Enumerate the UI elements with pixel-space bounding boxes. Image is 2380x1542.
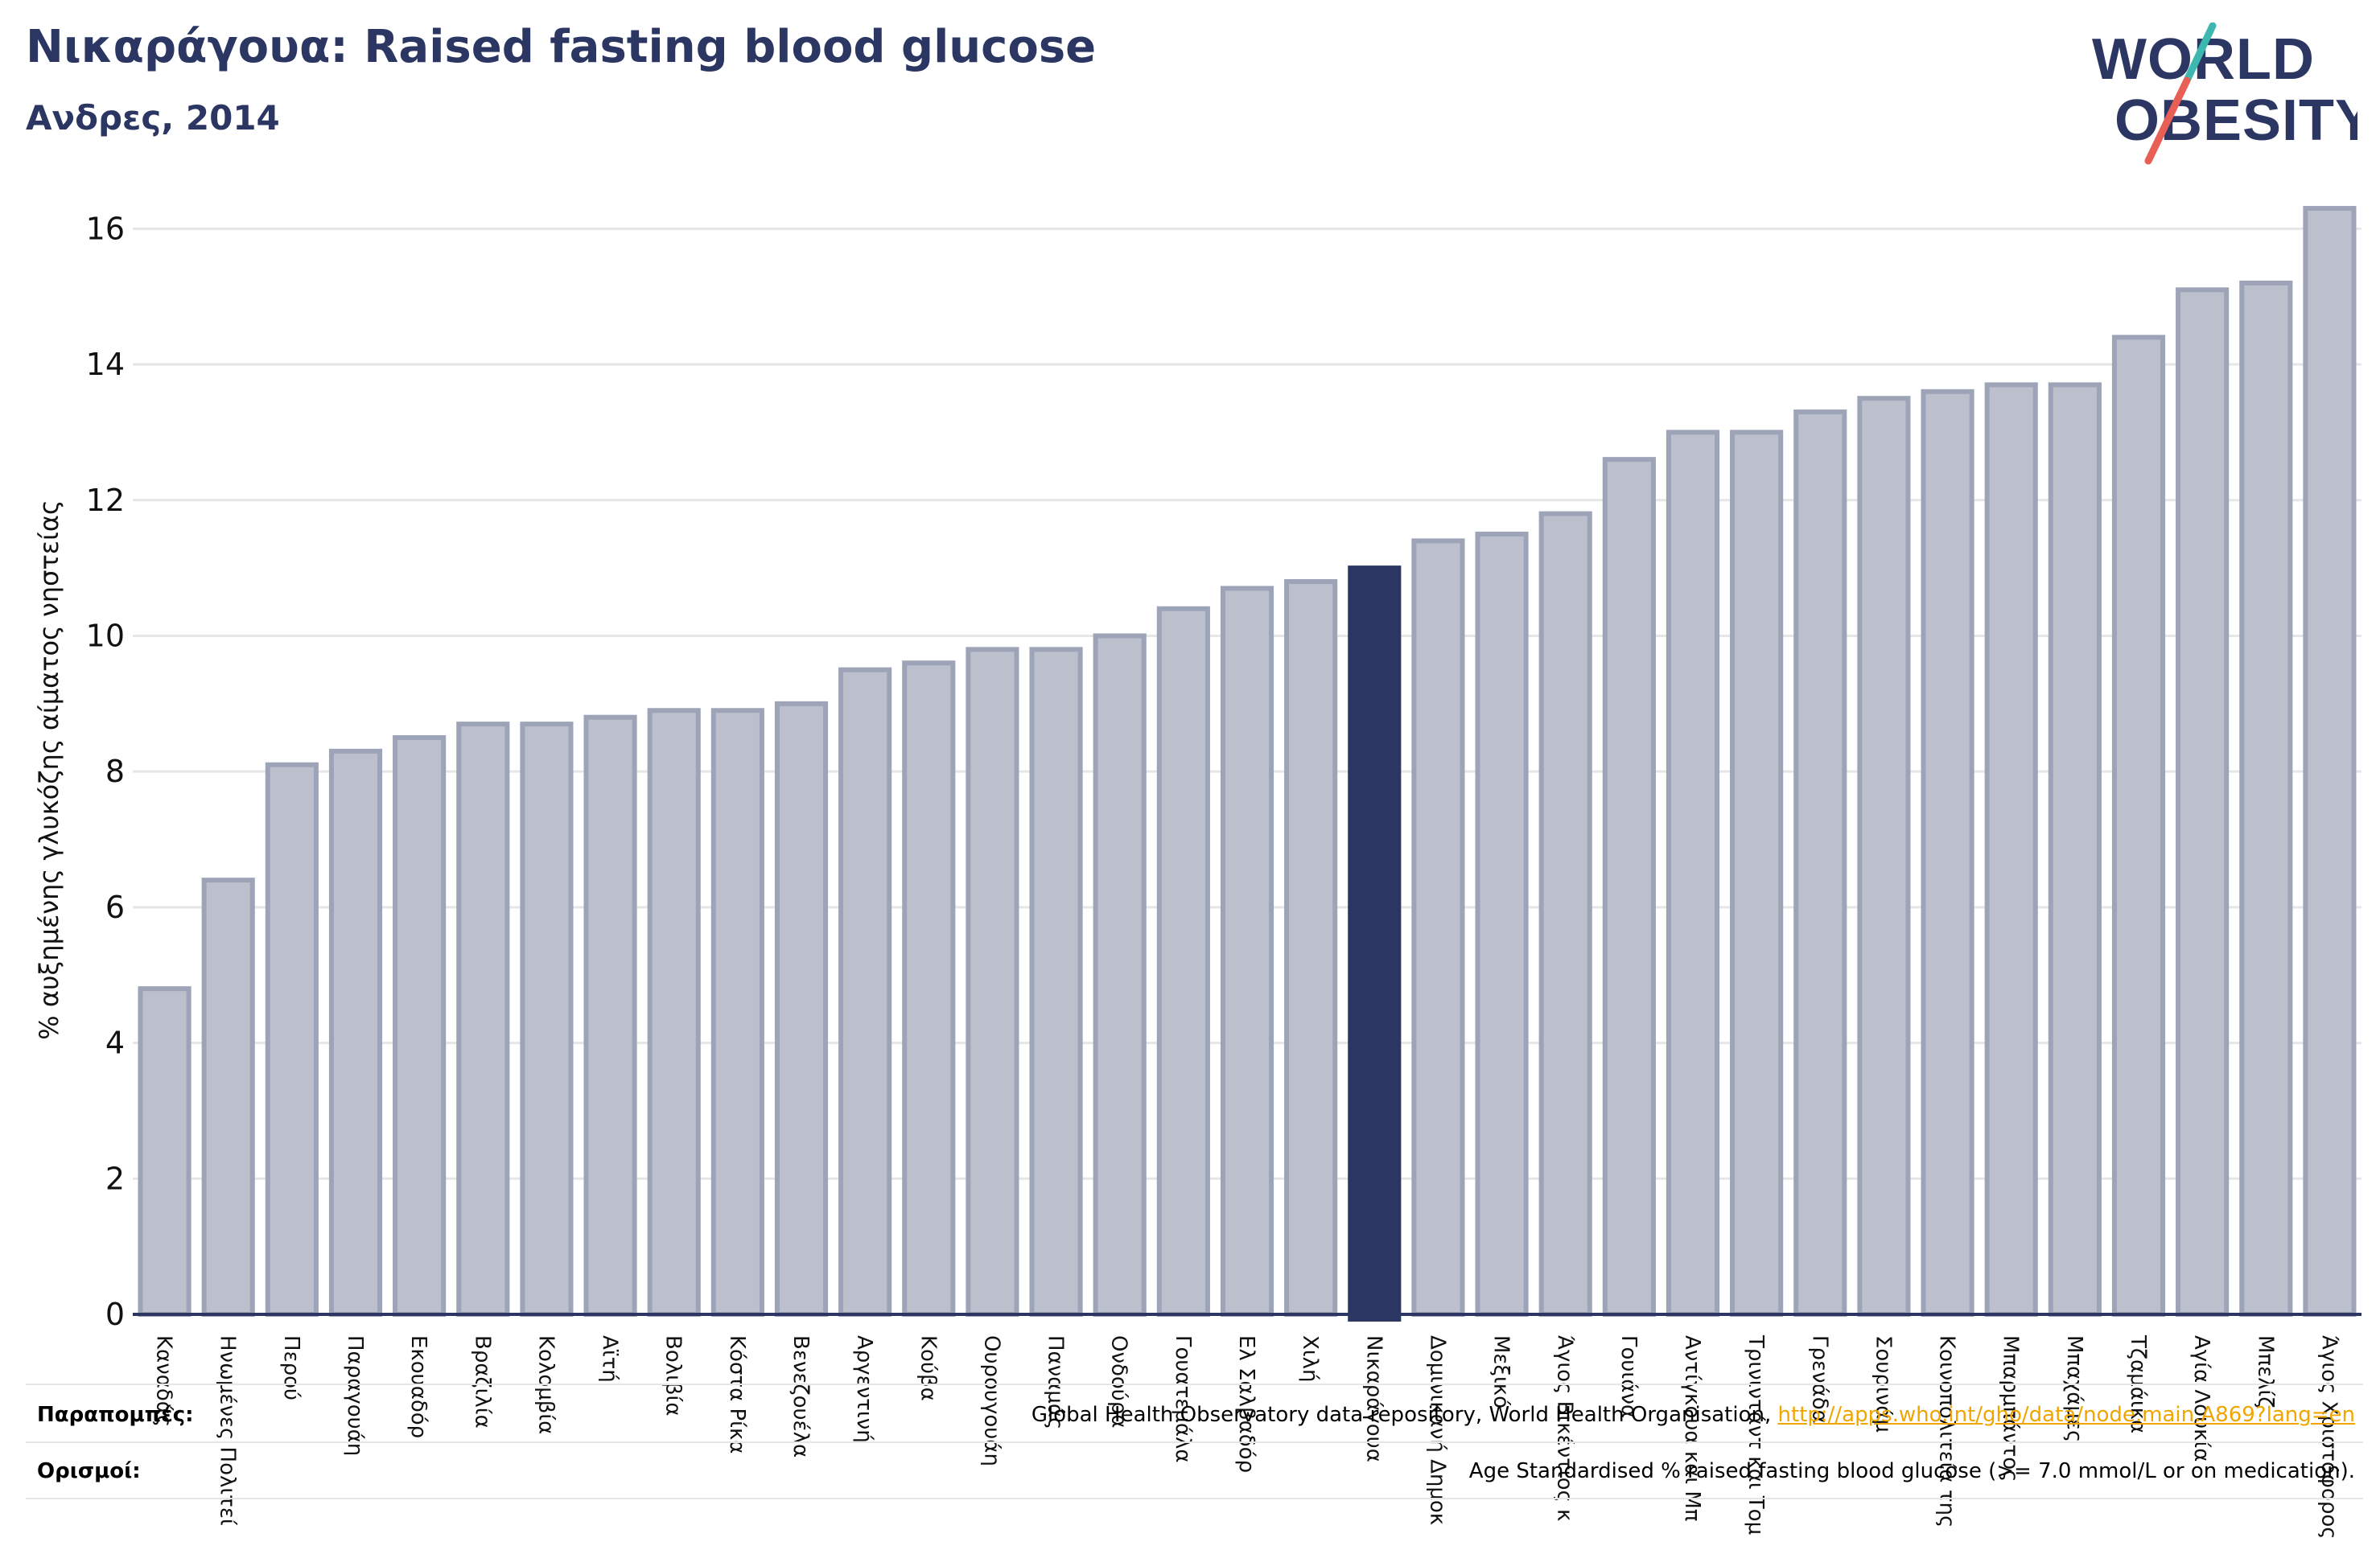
x-tick-label: Κούβα bbox=[916, 1335, 940, 1401]
footer-middle-rule bbox=[26, 1441, 2363, 1443]
x-tick-label: Παναμάς bbox=[1044, 1335, 1068, 1429]
bar bbox=[456, 722, 510, 1317]
bar bbox=[2176, 287, 2230, 1317]
y-tick-label: 16 bbox=[86, 211, 125, 246]
x-tick-label: Μπαρμπάντος bbox=[1999, 1335, 2023, 1482]
bar bbox=[328, 748, 383, 1317]
y-tick-label: 8 bbox=[105, 754, 125, 789]
x-tick-label: Μεξικό bbox=[1489, 1335, 1513, 1408]
x-tick-label: Δομινικανή Δημοκ bbox=[1425, 1335, 1449, 1525]
x-tick-label: Κοινοπολιτεία της bbox=[1935, 1335, 1959, 1528]
x-tick-label: Γουιάνα bbox=[1616, 1335, 1641, 1418]
bar bbox=[966, 647, 1019, 1317]
logo-slash-bottom bbox=[2144, 76, 2191, 165]
sources-description: Global Health Observatory data repositor… bbox=[1031, 1403, 1778, 1427]
bar bbox=[1793, 409, 1847, 1318]
world-obesity-logo: WORLD OBESITY bbox=[2092, 23, 2357, 165]
x-tick-label: Βολιβία bbox=[661, 1335, 686, 1416]
bar bbox=[2303, 206, 2357, 1317]
bar bbox=[520, 722, 574, 1317]
bar bbox=[1093, 633, 1147, 1317]
x-tick-label: Άγιος Χριστόφορος bbox=[2316, 1335, 2341, 1540]
x-tick-label: Γρενάδα bbox=[1807, 1335, 1831, 1424]
y-axis-label: % αυξημένης γλυκόζης αίματος νηστείας bbox=[34, 500, 64, 1039]
bar bbox=[647, 708, 701, 1317]
bar bbox=[1538, 511, 1592, 1317]
bar bbox=[774, 701, 829, 1317]
bar bbox=[1029, 647, 1083, 1317]
bar bbox=[1284, 578, 1338, 1317]
bar bbox=[583, 714, 637, 1317]
definitions-text: Age Standardised % raised fasting blood … bbox=[1468, 1459, 2355, 1483]
x-tick-label: Βενεζουέλα bbox=[789, 1335, 813, 1458]
y-tick-label: 6 bbox=[105, 890, 125, 925]
chart-title: Νικαράγουα: Raised fasting blood glucose bbox=[26, 21, 1097, 73]
x-tick-label: Ηνωμένες Πολιτεί bbox=[216, 1335, 240, 1526]
bar bbox=[1857, 396, 1911, 1317]
y-tick-label: 14 bbox=[86, 347, 125, 382]
x-tick-label: Κόστα Ρίκα bbox=[725, 1335, 749, 1454]
y-tick-label: 10 bbox=[86, 618, 125, 653]
bar bbox=[1666, 430, 1720, 1317]
sources-label: Παραπομπές: bbox=[37, 1403, 194, 1427]
x-tick-label: Ελ Σαλβαδόρ bbox=[1234, 1335, 1258, 1473]
y-tick-labels: 0 2 4 6 8 10 12 14 16 bbox=[86, 211, 125, 1332]
bar bbox=[1220, 586, 1274, 1317]
definitions-label: Ορισμοί: bbox=[37, 1459, 141, 1483]
bar bbox=[2048, 382, 2102, 1317]
x-tick-label: Άγιος Βικέντιος κ bbox=[1553, 1335, 1577, 1521]
definitions-row: Ορισμοί: Age Standardised % raised fasti… bbox=[26, 1448, 2363, 1496]
y-tick-label: 0 bbox=[105, 1297, 125, 1332]
x-tick-label: Αγία Λουκία bbox=[2189, 1335, 2213, 1462]
x-tick-label: Αργεντινή bbox=[852, 1335, 876, 1443]
bar bbox=[1475, 531, 1529, 1317]
bar bbox=[2239, 280, 2293, 1317]
x-tick-label: Αϊτή bbox=[598, 1335, 622, 1383]
bar bbox=[265, 762, 319, 1317]
bar bbox=[201, 878, 255, 1318]
y-tick-label: 2 bbox=[105, 1161, 125, 1196]
x-tick-label: Καναδάς bbox=[152, 1335, 176, 1427]
x-tick-label: Μπελίζ bbox=[2253, 1335, 2277, 1408]
y-tick-label: 4 bbox=[105, 1026, 125, 1061]
x-tick-label: Βραζιλία bbox=[470, 1335, 494, 1429]
x-tick-label: Χιλή bbox=[1298, 1335, 1322, 1382]
x-tick-label: Περού bbox=[279, 1335, 303, 1400]
bar bbox=[1602, 457, 1656, 1317]
sources-row: Παραπομπές: Global Health Observatory da… bbox=[26, 1392, 2363, 1440]
footer-bottom-rule bbox=[26, 1498, 2363, 1499]
y-tick-label: 12 bbox=[86, 483, 125, 518]
bar bbox=[1348, 565, 1402, 1322]
bar bbox=[1921, 389, 1974, 1317]
bar bbox=[1156, 606, 1210, 1317]
x-tick-label: Παραγουάη bbox=[343, 1335, 367, 1456]
x-tick-label: Τρινιντάντ και Τομ bbox=[1744, 1334, 1768, 1535]
footer-top-rule bbox=[26, 1384, 2363, 1385]
bar bbox=[393, 735, 447, 1317]
bar bbox=[1411, 538, 1465, 1317]
x-tick-label: Ουρουγουάη bbox=[979, 1335, 1003, 1466]
bar bbox=[902, 660, 956, 1317]
bar bbox=[838, 667, 892, 1317]
x-tick-label: Ονδούρα bbox=[1107, 1335, 1131, 1429]
bar bbox=[1984, 382, 2038, 1317]
sources-text: Global Health Observatory data repositor… bbox=[1031, 1403, 2355, 1427]
logo-slash-top bbox=[2183, 23, 2217, 84]
bar bbox=[2111, 335, 2166, 1318]
x-tick-label: Εκουαδόρ bbox=[406, 1335, 430, 1438]
bar bbox=[1730, 430, 1784, 1317]
sources-link[interactable]: http://apps.who.int/gho/data/node.main.A… bbox=[1777, 1403, 2355, 1427]
bars bbox=[138, 206, 2357, 1322]
bar bbox=[138, 986, 191, 1317]
bar bbox=[710, 708, 764, 1317]
chart-subtitle: Ανδρες, 2014 bbox=[26, 98, 280, 138]
x-tick-label: Αντίγκουα και Μπ bbox=[1680, 1335, 1704, 1521]
x-tick-label: Μπαχάμες bbox=[2062, 1335, 2086, 1442]
x-tick-label: Νικαράγουα bbox=[1361, 1335, 1386, 1462]
